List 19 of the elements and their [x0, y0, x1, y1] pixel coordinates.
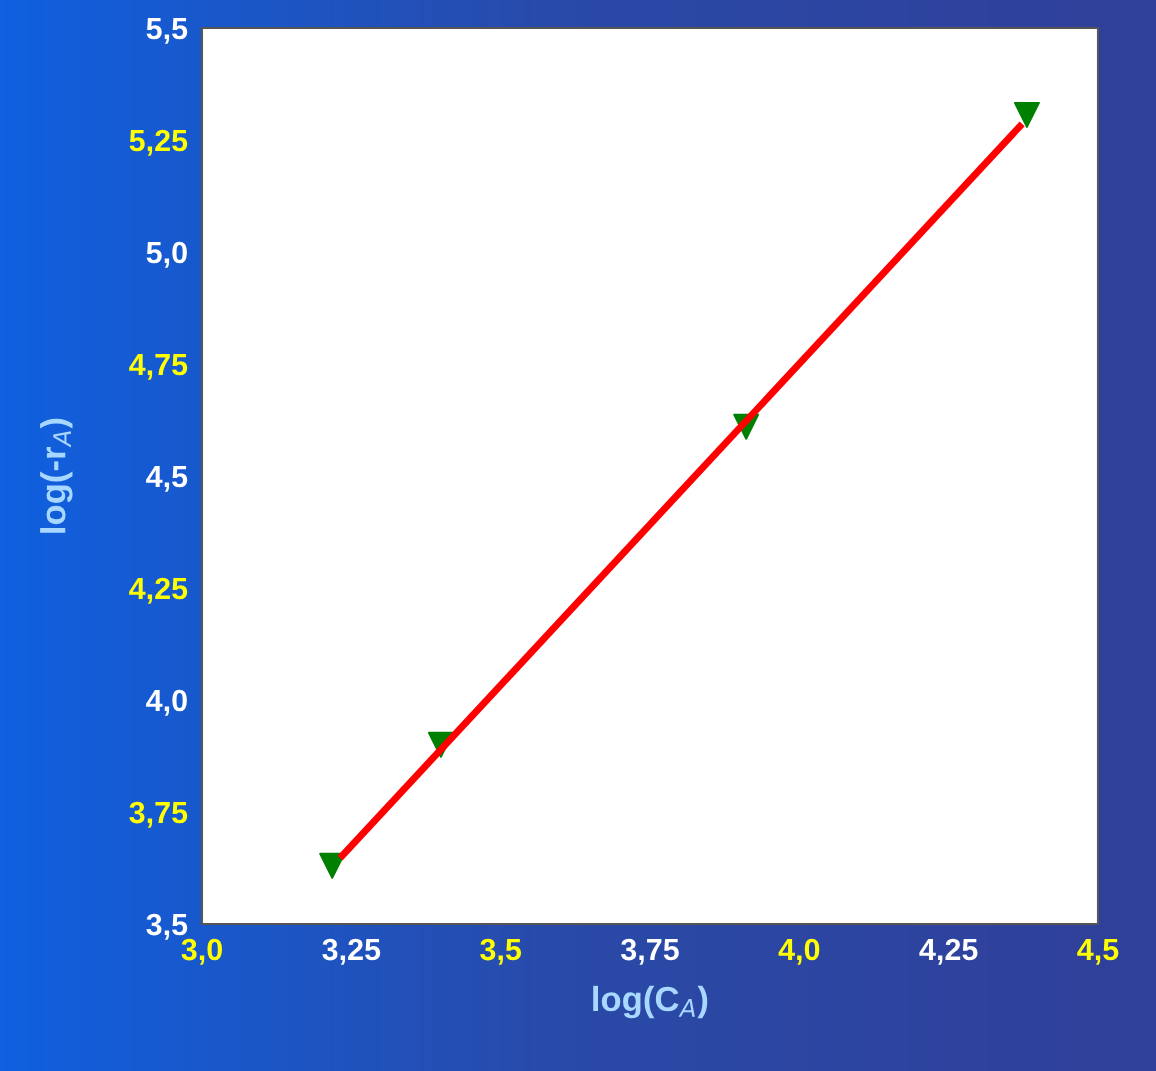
x-tick-label: 3,25: [322, 938, 381, 965]
x-tick-label: 3,75: [620, 938, 679, 965]
y-tick-label: 4,0: [146, 689, 187, 716]
y-tick-label: 4,25: [129, 577, 188, 604]
y-tick-label: 4,5: [146, 466, 188, 492]
x-tick-label: 4,5: [1077, 939, 1119, 965]
y-tick-label: 5,0: [146, 241, 187, 268]
x-tick-label: 4,25: [919, 938, 978, 965]
x-tick-label: 3,5: [480, 938, 522, 965]
y-tick-label: 3,5: [146, 913, 188, 940]
point: [1013, 101, 1040, 128]
y-tick-label: 4,75: [129, 354, 188, 380]
y-tick-label: 5,5: [146, 18, 188, 44]
x-tick-label: 4,0: [778, 938, 820, 965]
x-tick-label: 3,0: [181, 938, 222, 965]
y-tick-label: 3,75: [129, 801, 188, 828]
x-axis-title: log(C$_{A}$): [593, 985, 708, 1019]
y-tick-label: 5,25: [129, 129, 188, 156]
y-axis-title: log(-r$_{A}$): [40, 418, 73, 533]
